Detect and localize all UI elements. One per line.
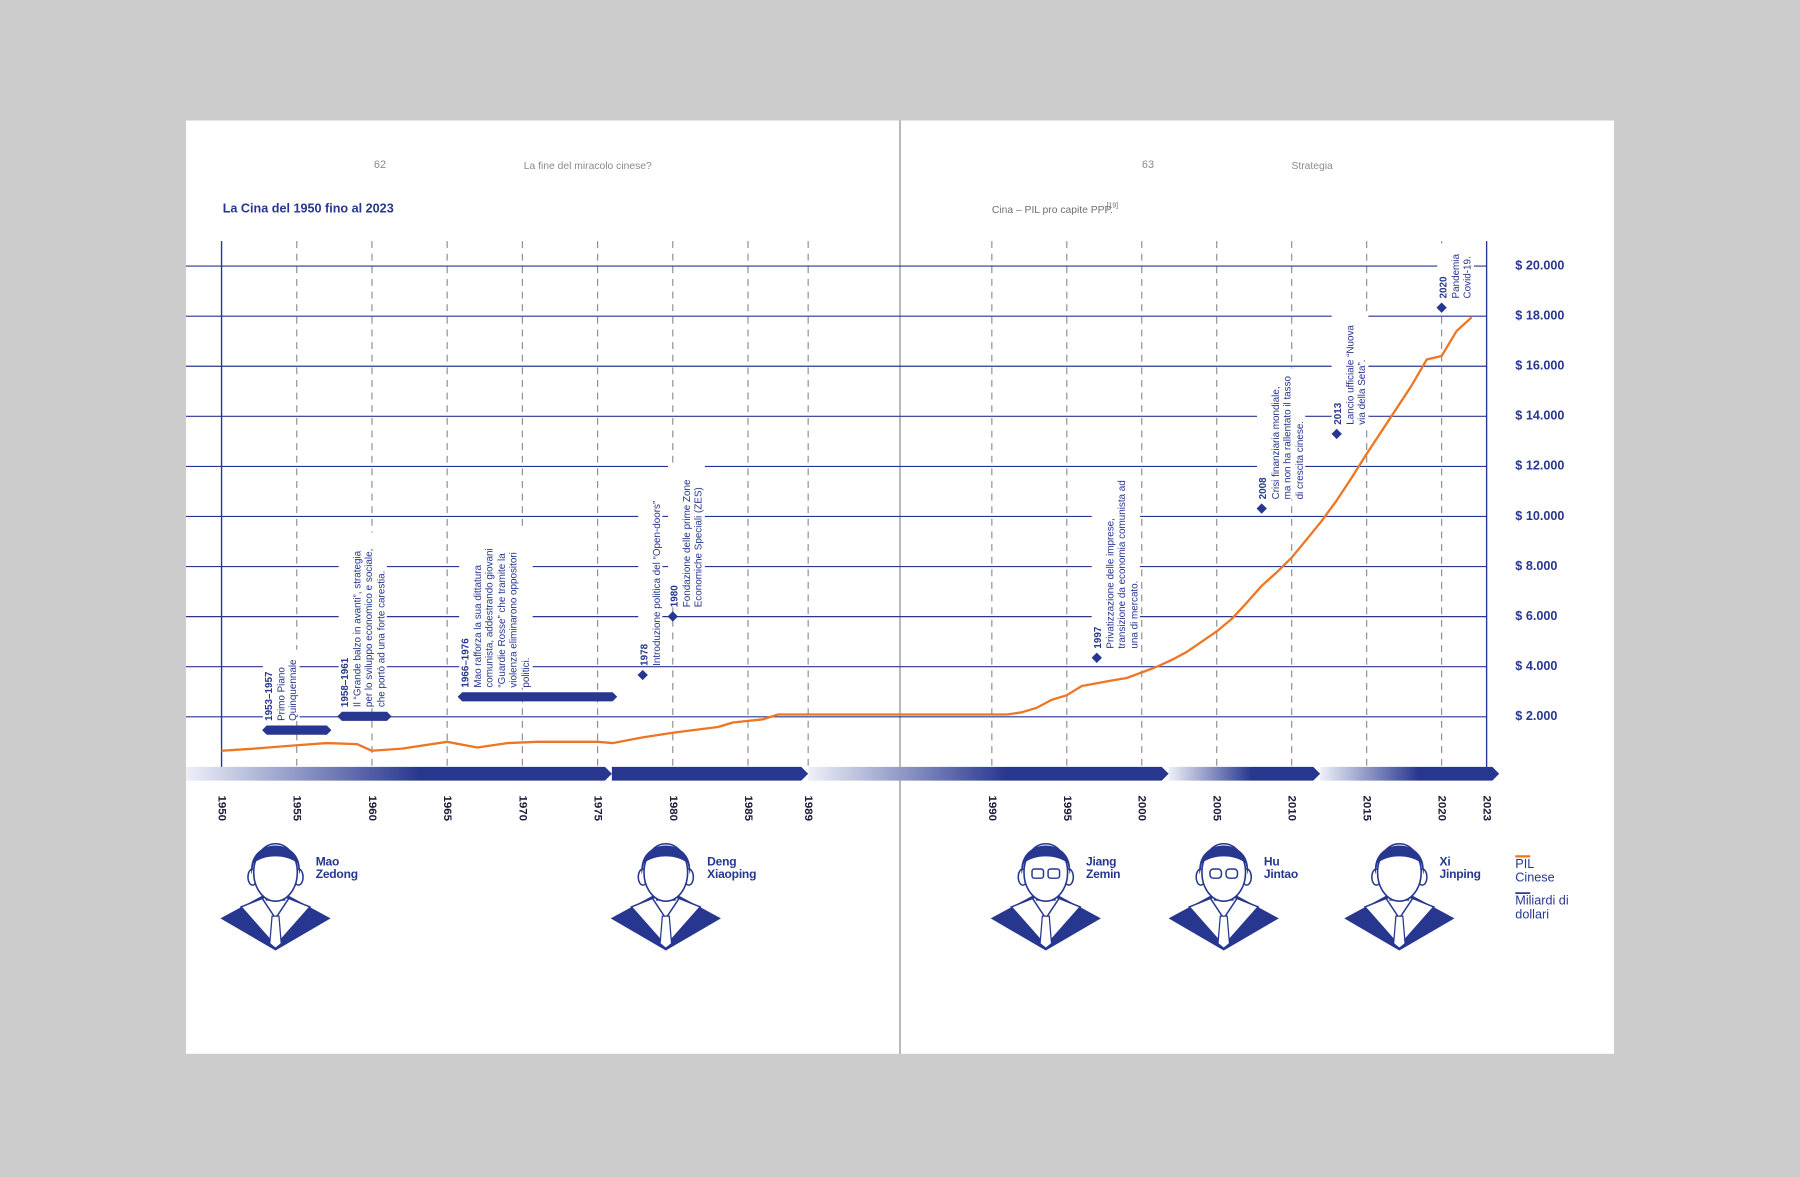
x-tick-label: 1980 — [667, 796, 679, 822]
x-tick-label: 1989 — [802, 796, 814, 822]
x-tick-label: 2010 — [1286, 796, 1298, 822]
annotation-text: Fondazione delle prime Zone Economiche S… — [680, 479, 704, 608]
running-title: La fine del miracolo cinese? — [524, 161, 652, 172]
annotation-text: Pandemia Covid-19. — [1449, 254, 1473, 299]
glasses — [1031, 868, 1239, 879]
leader-name: Hu Jintao — [1263, 855, 1299, 882]
legend-label: Miliardi di dollari — [1515, 894, 1569, 922]
period-bar — [262, 725, 332, 735]
y-tick-label: $ 2.000 — [1515, 709, 1557, 723]
annotation: 2013 Lancio ufficiale “Nuova via della Se… — [1332, 314, 1369, 425]
leader-name: Mao Zedong — [315, 855, 358, 882]
annotation: 2008 Crisi finanziaria mondiale, ma non h… — [1257, 368, 1306, 500]
annotation: 1958–1961 Il “Grande balzo in avanti”, st… — [338, 532, 388, 708]
annotation-year: 2008 — [1257, 477, 1269, 500]
x-tick-label: 1955 — [291, 796, 303, 822]
era-bars — [185, 766, 1500, 781]
x-tick-label: 1995 — [1061, 796, 1073, 822]
era-bar — [1320, 766, 1500, 781]
chart-title: La Cina del 1950 fino al 2023 — [223, 201, 394, 215]
annotation-year: 1958–1961 — [338, 657, 350, 708]
x-tick-label: 1970 — [516, 796, 528, 822]
y-tick-label: $ 16.000 — [1515, 359, 1564, 373]
chart-subtitle: Cina – PIL pro capite PPP. — [992, 205, 1113, 216]
event-marker — [1436, 302, 1447, 313]
x-tick-label: 1990 — [986, 796, 998, 822]
footnote-ref: [19] — [1107, 202, 1119, 209]
y-tick-label: $ 20.000 — [1515, 258, 1564, 272]
annotation-text: Mao rafforza la sua dittatura comunista,… — [470, 548, 532, 688]
annotation-year: 1966–1976 — [458, 638, 471, 688]
y-tick-label: $ 6.000 — [1515, 609, 1557, 623]
annotation-text: Lancio ufficiale “Nuova via della Seta”. — [1344, 325, 1368, 425]
era-bar — [185, 766, 612, 781]
annotation-year: 1978 — [638, 643, 650, 666]
era-bar — [1168, 766, 1321, 781]
annotation-year: 2020 — [1437, 276, 1449, 299]
annotation: 1997 Privatizzazione delle imprese, trans… — [1092, 471, 1141, 649]
era-bar — [808, 766, 1169, 781]
annotation-year: 1980 — [668, 585, 680, 608]
event-marker — [1331, 428, 1342, 440]
annotation-text: Introduzione politica del “Open-doors” — [650, 500, 662, 666]
annotation-text: Privatizzazione delle imprese, transizio… — [1104, 480, 1141, 649]
leader-name: Deng Xiaoping — [707, 855, 757, 882]
portraits — [219, 842, 1456, 952]
annotation-year: 1953–1957 — [263, 671, 275, 721]
y-tick-label: $ 12.000 — [1515, 459, 1564, 473]
x-tick-label: 2005 — [1211, 796, 1223, 822]
period-bar — [337, 711, 392, 721]
annotation: 1953–1957 Primo Piano Quinquennale — [263, 649, 300, 721]
x-tick-label: 1965 — [441, 796, 453, 822]
x-tick-label: 2000 — [1136, 796, 1148, 822]
annotation-text: Primo Piano Quinquennale — [275, 659, 300, 721]
y-tick-label: $ 10.000 — [1515, 509, 1564, 523]
x-tick-label: 1950 — [216, 796, 228, 822]
x-tick-label: 1960 — [366, 796, 378, 822]
data-line — [221, 316, 1473, 752]
annotation: 1966–1976 Mao rafforza la sua dittatura c… — [458, 526, 532, 688]
annotation-text: Il “Grande balzo in avanti”, strategia p… — [350, 548, 387, 708]
leader-name: Xi Jinping — [1439, 855, 1481, 882]
annotation: 1980 Fondazione delle prime Zone Economic… — [668, 464, 705, 608]
event-marker — [667, 611, 678, 622]
y-tick-label: $ 8.000 — [1515, 559, 1557, 573]
x-tick-label: 1985 — [742, 796, 754, 822]
y-tick-label: $ 18.000 — [1515, 309, 1564, 323]
page-number: 63 — [1142, 159, 1154, 171]
era-bar — [611, 766, 809, 781]
legend-label: PIL Cinese — [1515, 857, 1555, 885]
x-tick-label: 1975 — [592, 796, 604, 822]
annotation-text: Crisi finanziaria mondiale, ma non ha ra… — [1269, 375, 1306, 500]
annotation: 1978 Introduzione politica del “Open-door… — [638, 479, 663, 666]
y-tick-label: $ 14.000 — [1515, 409, 1564, 423]
period-bar — [457, 692, 618, 702]
y-tick-label: $ 4.000 — [1515, 659, 1557, 673]
x-tick-label: 2023 — [1481, 796, 1493, 822]
page-number: 62 — [374, 159, 386, 171]
x-tick-label: 2015 — [1361, 796, 1373, 822]
leader-name: Jiang Zemin — [1085, 855, 1121, 882]
x-tick-label: 2020 — [1436, 796, 1448, 822]
running-title: Strategia — [1291, 161, 1333, 172]
annotation-year: 2013 — [1332, 402, 1344, 425]
annotation: 2020 Pandemia Covid-19. — [1437, 243, 1474, 299]
annotation-year: 1997 — [1092, 626, 1104, 649]
